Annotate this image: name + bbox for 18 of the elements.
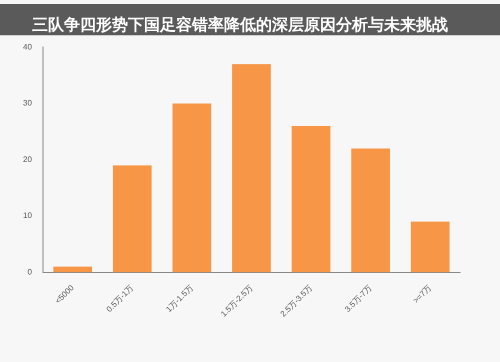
x-tick-label: 2.5万-3.5万 xyxy=(278,283,314,319)
bar xyxy=(53,266,92,272)
bar xyxy=(172,103,212,272)
x-tick-label: 0.5万-1万 xyxy=(104,283,136,314)
bar xyxy=(112,165,152,272)
bar xyxy=(351,148,390,272)
y-tick-label: 30 xyxy=(22,98,32,108)
x-tick-label: 1万-1.5万 xyxy=(164,283,195,314)
bar xyxy=(232,64,271,272)
y-tick-label: 20 xyxy=(22,154,32,164)
x-tick-label: 3.5万-7万 xyxy=(343,283,374,314)
bar xyxy=(410,222,450,272)
y-tick-label: 40 xyxy=(22,42,32,52)
y-tick-label: 10 xyxy=(22,211,32,220)
y-tick-label: 0 xyxy=(27,267,32,276)
bar xyxy=(292,126,330,272)
x-tick-label: 1.5万-2.5万 xyxy=(219,283,254,319)
chart-title: 三队争四形势下国足容错率降低的深层原因分析与未来挑战 xyxy=(32,14,448,34)
